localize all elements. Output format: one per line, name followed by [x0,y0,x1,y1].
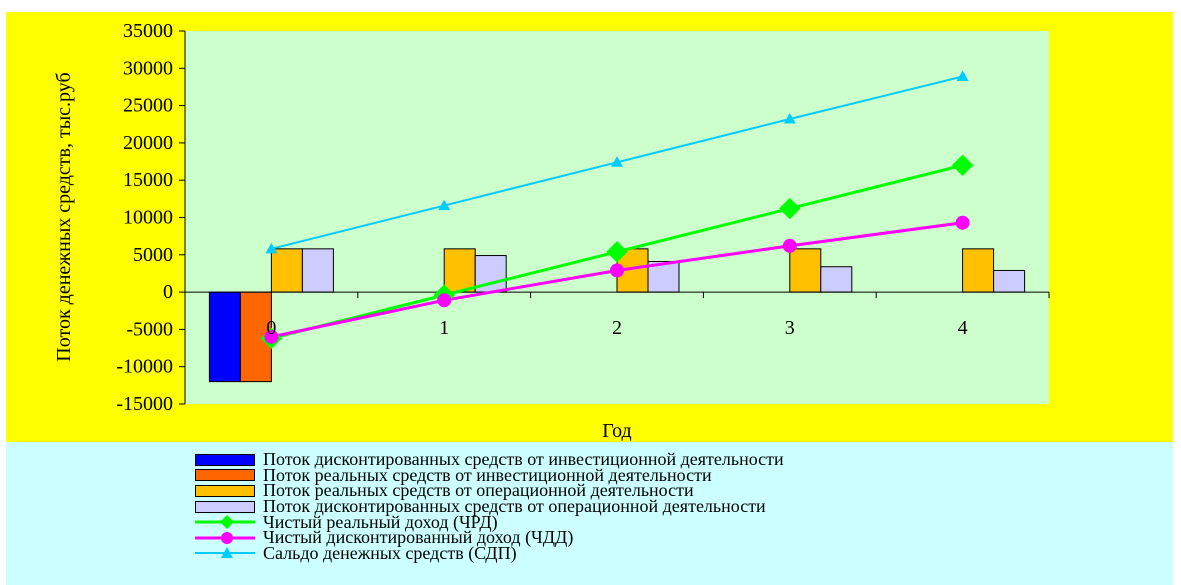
y-tick-label: 0 [163,281,173,303]
bar-s0-c0 [208,291,241,383]
legend-box [195,500,255,513]
plot-area [185,31,1049,404]
legend-area [6,442,1173,585]
legend-line-svg [195,547,255,559]
marker-s2-c1 [438,199,451,211]
marker-s2-c2 [611,156,623,167]
x-tick-label: 0 [266,317,276,339]
legend-item: Поток дисконтированных средств от инвест… [195,449,1075,470]
legend: Поток дисконтированных средств от инвест… [195,449,1075,563]
legend-item: Чистый реальный доход (ЧРД) [195,511,1075,532]
y-tick-label: -15000 [116,393,173,415]
marker-s2-c0 [265,242,278,254]
legend-box [195,469,255,482]
legend-label: Поток реальных средств от операционной д… [263,480,694,501]
legend-line-svg [195,531,255,544]
bar-s2-c4 [962,248,995,293]
marker-s1-c2 [610,263,624,278]
bar-s2-c1 [443,248,476,293]
x-axis-label: Год [602,420,631,442]
legend-marker [221,531,233,544]
legend-item: Сальдо денежных средств (СДП) [195,542,1075,563]
legend-box [195,484,255,497]
y-axis-label: Поток денежных средств, тыс.руб [53,72,75,361]
legend-swatch [195,546,255,560]
bar-s2-c0 [270,248,303,293]
y-tick-label: 30000 [123,57,173,79]
marker-s0-c4 [951,154,974,176]
marker-s2-c3 [783,113,796,124]
legend-item: Чистый дисконтированный доход (ЧДД) [195,527,1075,548]
legend-item: Поток реальных средств от операционной д… [195,480,1075,501]
y-tick-label: 5000 [133,244,173,266]
y-tick-label: -5000 [126,318,173,340]
legend-label: Чистый реальный доход (ЧРД) [263,511,498,532]
marker-s1-c1 [437,293,452,308]
y-tick-label: 35000 [123,20,173,42]
x-tick-label: 4 [958,317,968,339]
marker-s1-c4 [955,215,970,230]
marker-s0-c2 [606,241,628,263]
y-tick-label: 15000 [123,169,173,191]
chart-svg: -15000 -10000 -5000 0 5000 10000 15000 20000 250… [53,20,1050,442]
y-tick-label: 20000 [123,132,173,154]
bar-s3-c3 [820,266,853,293]
bar-s3-c0 [301,248,334,293]
legend-marker [220,515,234,530]
y-tick-label: 10000 [123,207,173,229]
marker-s2-c4 [956,70,969,82]
marker-s1-c0 [264,329,279,344]
marker-s0-c3 [779,197,801,220]
legend-swatch [195,531,255,545]
legend-label: Чистый дисконтированный доход (ЧДД) [263,527,574,548]
bar-s2-c3 [789,248,822,293]
legend-item: Поток реальных средств от инвестиционной… [195,464,1075,485]
marker-s1-c3 [782,238,797,253]
legend-label: Поток реальных средств от инвестиционной… [263,464,712,485]
legend-swatch [195,468,255,482]
x-tick-label: 3 [785,317,795,339]
legend-label: Поток дисконтированных средств от операц… [263,496,766,517]
y-tick-label: 25000 [123,95,173,117]
legend-label: Поток дисконтированных средств от инвест… [263,449,784,470]
legend-label: Сальдо денежных средств (СДП) [263,542,517,563]
x-tick-label: 1 [439,317,449,339]
legend-swatch [195,500,255,514]
legend-box [195,453,255,466]
legend-swatch [195,515,255,530]
legend-item: Поток дисконтированных средств от операц… [195,496,1075,517]
legend-swatch [195,453,255,467]
legend-line-svg [195,515,255,530]
legend-marker [221,547,233,559]
x-tick-label: 2 [612,317,622,339]
legend-swatch [195,484,255,498]
bar-s3-c4 [993,269,1026,293]
y-tick-label: -10000 [116,356,173,378]
